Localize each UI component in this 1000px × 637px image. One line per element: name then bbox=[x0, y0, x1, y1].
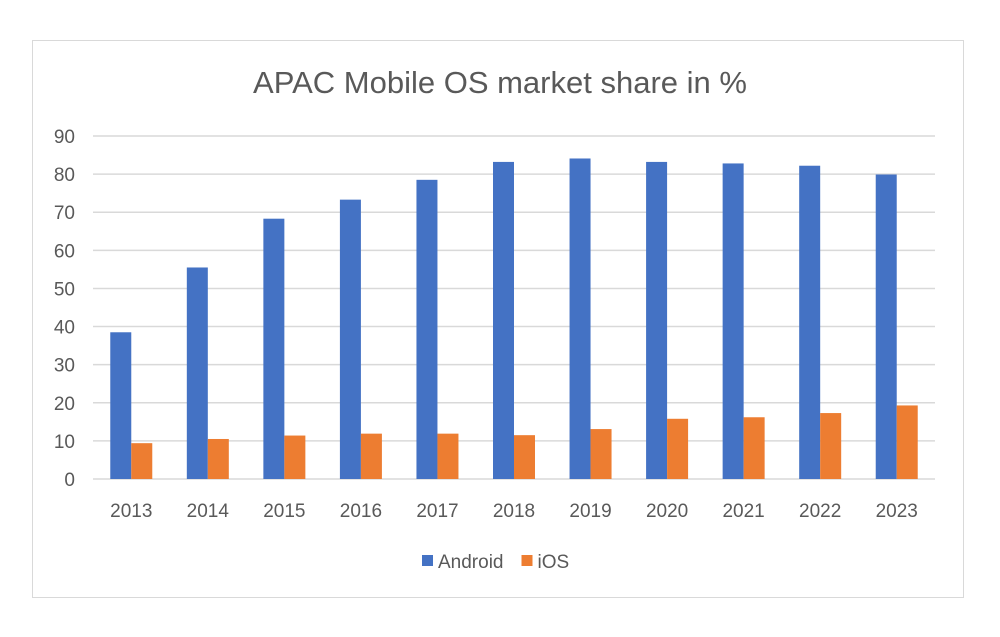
bar-android-2021 bbox=[722, 163, 744, 479]
y-tick-label: 0 bbox=[64, 470, 75, 491]
legend: Android iOS bbox=[422, 552, 569, 573]
x-tick-label: 2022 bbox=[799, 501, 841, 522]
bar-android-2020 bbox=[646, 161, 668, 479]
y-axis-ticks: 0 10 20 30 40 50 60 70 80 90 bbox=[54, 127, 75, 491]
y-tick-label: 30 bbox=[54, 356, 75, 377]
bar-android-2015 bbox=[263, 218, 285, 479]
x-tick-label: 2021 bbox=[722, 501, 764, 522]
x-tick-label: 2014 bbox=[187, 501, 230, 522]
x-axis-ticks: 2013 2014 2015 2016 2017 2018 2019 2020 2021 2022… bbox=[110, 501, 918, 522]
bar-android-2017 bbox=[416, 179, 438, 480]
bars bbox=[110, 158, 918, 480]
bar-ios-2018 bbox=[514, 435, 535, 479]
y-tick-label: 40 bbox=[54, 318, 75, 339]
y-tick-label: 10 bbox=[54, 432, 75, 453]
bar-android-2023 bbox=[875, 174, 897, 479]
x-tick-label: 2018 bbox=[493, 501, 535, 522]
chart-title: APAC Mobile OS market share in % bbox=[253, 65, 747, 100]
bar-android-2022 bbox=[799, 165, 821, 479]
legend-swatch-android bbox=[422, 555, 433, 566]
x-tick-label: 2016 bbox=[340, 501, 382, 522]
bar-ios-2016 bbox=[360, 433, 382, 479]
bar-ios-2022 bbox=[820, 413, 842, 479]
x-tick-label: 2017 bbox=[416, 501, 458, 522]
legend-swatch-ios bbox=[521, 555, 533, 566]
bar-android-2013 bbox=[110, 332, 132, 479]
y-tick-label: 20 bbox=[54, 394, 75, 415]
y-tick-label: 50 bbox=[54, 279, 75, 300]
bar-ios-2015 bbox=[284, 435, 306, 479]
bar-ios-2019 bbox=[590, 429, 612, 479]
y-tick-label: 70 bbox=[54, 203, 75, 224]
bar-android-2018 bbox=[493, 161, 514, 479]
x-tick-label: 2023 bbox=[876, 501, 918, 522]
bar-ios-2013 bbox=[131, 443, 153, 479]
x-tick-label: 2013 bbox=[110, 501, 152, 522]
legend-label-ios: iOS bbox=[538, 552, 570, 573]
y-tick-label: 60 bbox=[54, 241, 75, 262]
legend-label-android: Android bbox=[438, 552, 504, 573]
bar-ios-2021 bbox=[743, 417, 765, 479]
bar-android-2014 bbox=[186, 267, 208, 479]
bar-ios-2014 bbox=[207, 438, 229, 479]
x-tick-label: 2019 bbox=[569, 501, 611, 522]
x-tick-label: 2015 bbox=[263, 501, 305, 522]
bar-ios-2017 bbox=[437, 433, 459, 479]
bar-ios-2020 bbox=[667, 418, 689, 479]
bar-android-2019 bbox=[569, 158, 591, 480]
bar-android-2016 bbox=[339, 199, 361, 479]
y-tick-label: 80 bbox=[54, 165, 75, 186]
bar-ios-2023 bbox=[896, 405, 918, 479]
y-tick-label: 90 bbox=[54, 127, 75, 148]
x-tick-label: 2020 bbox=[646, 501, 688, 522]
